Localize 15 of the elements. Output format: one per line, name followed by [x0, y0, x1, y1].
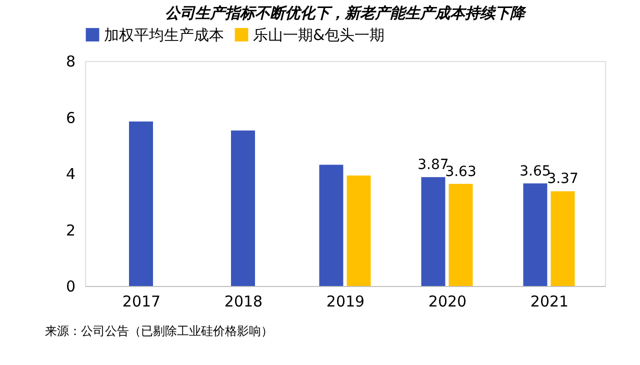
y-tick-label: 6 — [66, 108, 76, 127]
x-tick-label: 2018 — [224, 292, 263, 310]
data-label: 3.65 — [520, 163, 551, 180]
y-tick-label: 0 — [66, 278, 76, 296]
y-tick-label: 2 — [66, 221, 76, 240]
legend-label: 加权平均生产成本 — [104, 26, 224, 44]
x-tick-label: 2019 — [326, 292, 365, 310]
x-tick-label: 2017 — [122, 292, 161, 310]
x-tick-label: 2020 — [428, 292, 467, 310]
x-tick-label: 2021 — [530, 292, 569, 310]
chart-title: 公司生产指标不断优化下，新老产能生产成本持续下降 — [165, 4, 527, 22]
y-tick-label: 8 — [66, 52, 76, 70]
legend-label: 乐山一期&包头一期 — [253, 26, 385, 44]
y-tick-label: 4 — [66, 165, 76, 183]
source-note: 来源：公司公告（已剔除工业硅价格影响） — [45, 324, 273, 338]
